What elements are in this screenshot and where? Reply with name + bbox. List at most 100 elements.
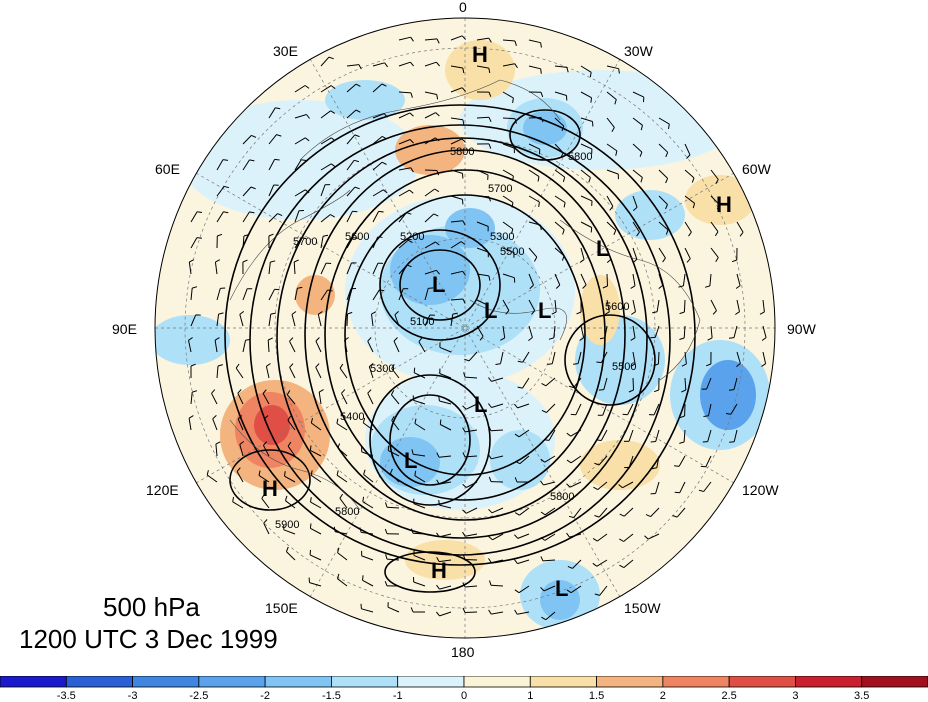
wind-barb-flag	[436, 532, 440, 538]
wind-barb-flag	[562, 229, 565, 235]
colorbar-tick-label: 2	[660, 690, 666, 702]
wind-barb-flag	[196, 237, 202, 239]
wind-barb-flag	[602, 285, 608, 289]
wind-barb	[606, 221, 617, 231]
wind-barb	[519, 455, 530, 465]
wind-barb	[733, 429, 738, 442]
wind-barb-flag	[567, 565, 573, 569]
wind-barb-flag	[284, 471, 286, 477]
wind-barb-flag	[596, 439, 602, 441]
wind-barb-flag	[192, 390, 198, 393]
wind-barb-flag	[759, 311, 765, 315]
wind-barb-flag	[354, 134, 360, 138]
wind-barb	[703, 481, 712, 492]
wind-barb	[600, 351, 608, 363]
wind-barb	[597, 481, 608, 490]
wind-barb	[287, 420, 296, 431]
wind-barb-flag	[411, 528, 414, 534]
wind-barb-flag	[236, 467, 241, 472]
wind-barb-flag	[367, 337, 372, 342]
wind-barb-flag	[460, 241, 466, 245]
wind-barb	[391, 420, 400, 431]
colorbar-swatch	[132, 676, 200, 688]
wind-barb-flag	[223, 211, 229, 214]
wind-barb-flag	[362, 575, 364, 581]
wind-barb-flag	[544, 439, 550, 441]
wind-barb-flag	[566, 67, 569, 73]
wind-barb	[658, 221, 669, 231]
wind-barb-flag	[291, 311, 297, 315]
wind-barb	[528, 117, 542, 119]
wind-barb	[211, 393, 218, 405]
low-pressure-center: L	[484, 298, 497, 323]
wind-barb	[736, 221, 744, 233]
wind-barb-flag	[679, 415, 685, 419]
contour-label: 5400	[340, 411, 364, 423]
wind-barb	[575, 403, 582, 416]
wind-barb	[346, 186, 356, 197]
wind-barb	[283, 529, 296, 535]
wind-barb	[684, 377, 687, 391]
wind-barb	[476, 247, 489, 253]
wind-barb-flag	[528, 337, 533, 341]
wind-barb-flag	[274, 158, 280, 161]
wind-barb	[268, 134, 277, 145]
contour-label: 5700	[488, 183, 512, 195]
wind-barb	[320, 56, 330, 67]
wind-barb	[476, 221, 489, 227]
wind-barb	[346, 211, 353, 223]
wind-barb-flag	[566, 589, 572, 594]
low-pressure-center: L	[404, 448, 417, 473]
wind-barb-flag	[614, 99, 617, 105]
wind-barb	[346, 160, 355, 171]
wind-barb	[709, 273, 712, 286]
wind-barb	[265, 366, 270, 379]
wind-barb	[542, 559, 556, 562]
wind-barb-flag	[488, 403, 492, 408]
wind-barb-flag	[239, 310, 245, 315]
wind-barb-flag	[678, 285, 684, 288]
wind-barb-flag	[533, 256, 538, 262]
wind-barb-flag	[218, 312, 224, 315]
wind-barb-flag	[665, 229, 669, 235]
wind-barb-flag	[500, 337, 505, 341]
wind-barb	[450, 195, 463, 200]
wind-barb	[491, 455, 504, 460]
wind-barb-flag	[679, 441, 685, 444]
wind-barb	[341, 393, 348, 405]
wind-barb	[398, 112, 411, 119]
wind-barb	[632, 143, 643, 153]
wind-barb	[413, 503, 426, 509]
wind-barb	[242, 235, 245, 249]
wind-barb	[710, 169, 719, 180]
wind-barb-flag	[686, 258, 691, 263]
wind-barb	[268, 184, 275, 197]
wind-barb	[655, 481, 660, 494]
lon-label-120w: 120W	[742, 482, 779, 498]
wind-barb	[294, 137, 306, 145]
wind-barb-flag	[276, 134, 282, 137]
wind-barb-flag	[330, 214, 335, 218]
wind-barb-flag	[406, 212, 412, 215]
wind-barb-flag	[461, 35, 466, 40]
wind-barb-flag	[515, 460, 521, 465]
wind-barb	[372, 62, 385, 67]
wind-barb	[632, 169, 643, 178]
wind-barb-flag	[341, 389, 346, 394]
wind-barb-flag	[514, 403, 518, 409]
wind-barb-flag	[242, 259, 248, 263]
wind-barb-flag	[217, 364, 223, 367]
contour-label: 5300	[370, 363, 394, 375]
wind-barb-flag	[394, 311, 399, 316]
wind-barb-flag	[488, 426, 492, 432]
wind-barb	[476, 65, 489, 69]
wind-barb	[678, 455, 686, 467]
wind-barb	[528, 325, 533, 338]
wind-barb-flag	[306, 114, 310, 119]
wind-barb	[190, 288, 193, 301]
wind-barb	[543, 481, 556, 486]
wind-barb-flag	[563, 202, 566, 208]
wind-barb-flag	[436, 61, 440, 67]
wind-barb-flag	[310, 470, 313, 476]
wind-barb	[476, 273, 489, 277]
